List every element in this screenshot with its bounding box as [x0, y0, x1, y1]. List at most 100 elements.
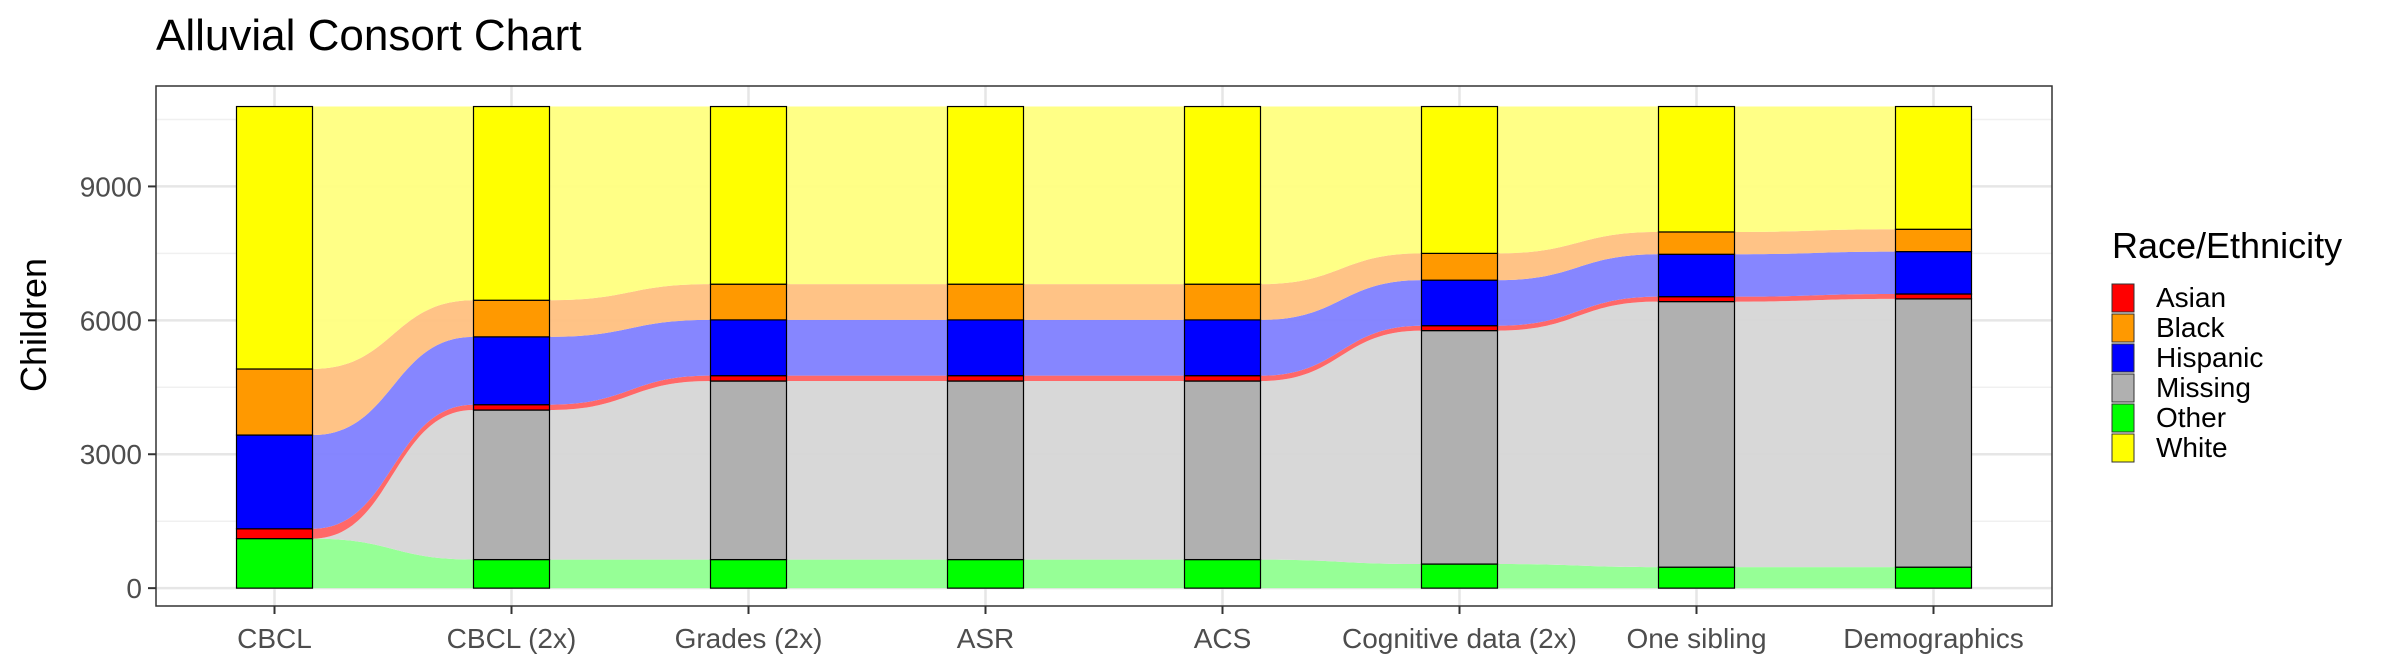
- chart-title: Alluvial Consort Chart: [156, 11, 582, 60]
- flow-other: [1260, 559, 1422, 589]
- bar-segment-black: [1183, 283, 1262, 321]
- flow-hispanic: [312, 336, 474, 529]
- x-tick-label: One sibling: [1626, 623, 1766, 654]
- bar-segment-hispanic: [1420, 279, 1499, 327]
- flow-hispanic: [1497, 254, 1659, 326]
- bar-segment-missing: [1183, 380, 1262, 561]
- flow-hispanic: [786, 319, 948, 376]
- bar-segment-white: [472, 105, 551, 301]
- legend-key-missing: [2111, 373, 2135, 403]
- bar-segment-white: [1657, 105, 1736, 233]
- flow-white: [1023, 106, 1185, 285]
- bar-segment-other: [709, 558, 788, 589]
- bar-segment-hispanic: [1657, 253, 1736, 298]
- flow-hispanic: [1734, 251, 1896, 297]
- bar-segment-hispanic: [472, 336, 551, 406]
- flow-black: [786, 284, 948, 320]
- flow-missing: [1260, 330, 1422, 565]
- legend-key-other: [2111, 403, 2135, 433]
- bar-segment-white: [1894, 105, 1973, 230]
- y-tick-label: 0: [126, 573, 142, 604]
- flow-asian: [312, 404, 474, 539]
- flow-other: [1734, 567, 1896, 589]
- flow-other: [549, 559, 711, 589]
- bar-segment-other: [235, 538, 314, 589]
- x-tick-label: ASR: [957, 623, 1015, 654]
- bar-segment-other: [1894, 566, 1973, 589]
- x-tick-label: ACS: [1194, 623, 1252, 654]
- flow-other: [1023, 559, 1185, 589]
- flow-black: [1023, 284, 1185, 320]
- bar-segment-missing: [946, 380, 1025, 561]
- flow-white: [1260, 106, 1422, 285]
- flow-missing: [312, 410, 474, 560]
- bar-segment-white: [1420, 105, 1499, 254]
- flow-asian: [1023, 375, 1185, 382]
- flow-black: [1497, 231, 1659, 281]
- flow-asian: [1497, 296, 1659, 331]
- flow-white: [786, 106, 948, 285]
- bar-segment-missing: [1420, 330, 1499, 565]
- flow-other: [786, 559, 948, 589]
- bar-segment-other: [1183, 558, 1262, 589]
- y-axis-title: Children: [13, 258, 54, 392]
- bar-segment-hispanic: [1894, 250, 1973, 295]
- x-tick-label: CBCL: [237, 623, 312, 654]
- y-tick-label: 9000: [80, 171, 142, 202]
- legend-label-hispanic: Hispanic: [2156, 342, 2263, 373]
- flow-hispanic: [1023, 319, 1185, 376]
- bar-segment-white: [1183, 105, 1262, 285]
- legend-label-black: Black: [2156, 312, 2225, 343]
- x-axis: CBCL CBCL (2x) Grades (2x) ASR ACS Cognitive …: [237, 606, 2024, 654]
- bar-segment-asian: [472, 404, 551, 411]
- x-tick-label: Demographics: [1843, 623, 2024, 654]
- bar-segment-asian: [709, 375, 788, 382]
- flow-missing: [549, 381, 711, 560]
- bar-segment-black: [1420, 252, 1499, 281]
- bar-segment-other: [946, 558, 1025, 589]
- bar-segment-other: [1657, 566, 1736, 589]
- bar-segment-asian: [1657, 296, 1736, 303]
- flow-hispanic: [1260, 280, 1422, 376]
- flow-other: [1497, 564, 1659, 589]
- bar-segment-white: [235, 105, 314, 370]
- flow-black: [549, 284, 711, 337]
- bar-segment-black: [235, 368, 314, 436]
- flow-missing: [786, 381, 948, 560]
- flow-black: [1260, 253, 1422, 320]
- flow-asian: [786, 375, 948, 382]
- flow-black: [312, 300, 474, 436]
- bar-segment-other: [1420, 563, 1499, 589]
- bar-segment-white: [709, 105, 788, 285]
- bar-segment-hispanic: [1183, 319, 1262, 377]
- bar-segment-asian: [1183, 375, 1262, 382]
- flow-hispanic: [549, 319, 711, 405]
- plot-panel-border: [155, 85, 2053, 607]
- bar-segment-black: [1894, 228, 1973, 253]
- bar-segment-black: [472, 299, 551, 338]
- flow-white: [1734, 106, 1896, 232]
- bar-segment-black: [1657, 231, 1736, 255]
- x-tick-label: CBCL (2x): [447, 623, 577, 654]
- legend: Race/Ethnicity AsianBlackHispanicMissing…: [2111, 225, 2342, 463]
- stacked-bars: [235, 105, 1973, 589]
- x-tick-label: Cognitive data (2x): [1342, 623, 1577, 654]
- flow-other: [312, 538, 474, 589]
- flow-missing: [1023, 381, 1185, 560]
- bar-segment-missing: [472, 409, 551, 561]
- legend-label-white: White: [2156, 432, 2228, 463]
- bar-segment-missing: [1657, 300, 1736, 568]
- legend-label-other: Other: [2156, 402, 2226, 433]
- bar-segment-white: [946, 105, 1025, 285]
- flow-asian: [1734, 294, 1896, 302]
- bar-segment-hispanic: [235, 434, 314, 530]
- y-axis: 0 3000 6000 9000: [80, 171, 156, 604]
- flow-missing: [1497, 301, 1659, 568]
- legend-key-asian: [2111, 283, 2135, 313]
- flow-asian: [549, 375, 711, 411]
- flow-white: [312, 106, 474, 369]
- y-tick-label: 6000: [80, 305, 142, 336]
- legend-key-hispanic: [2111, 343, 2135, 373]
- x-tick-label: Grades (2x): [675, 623, 823, 654]
